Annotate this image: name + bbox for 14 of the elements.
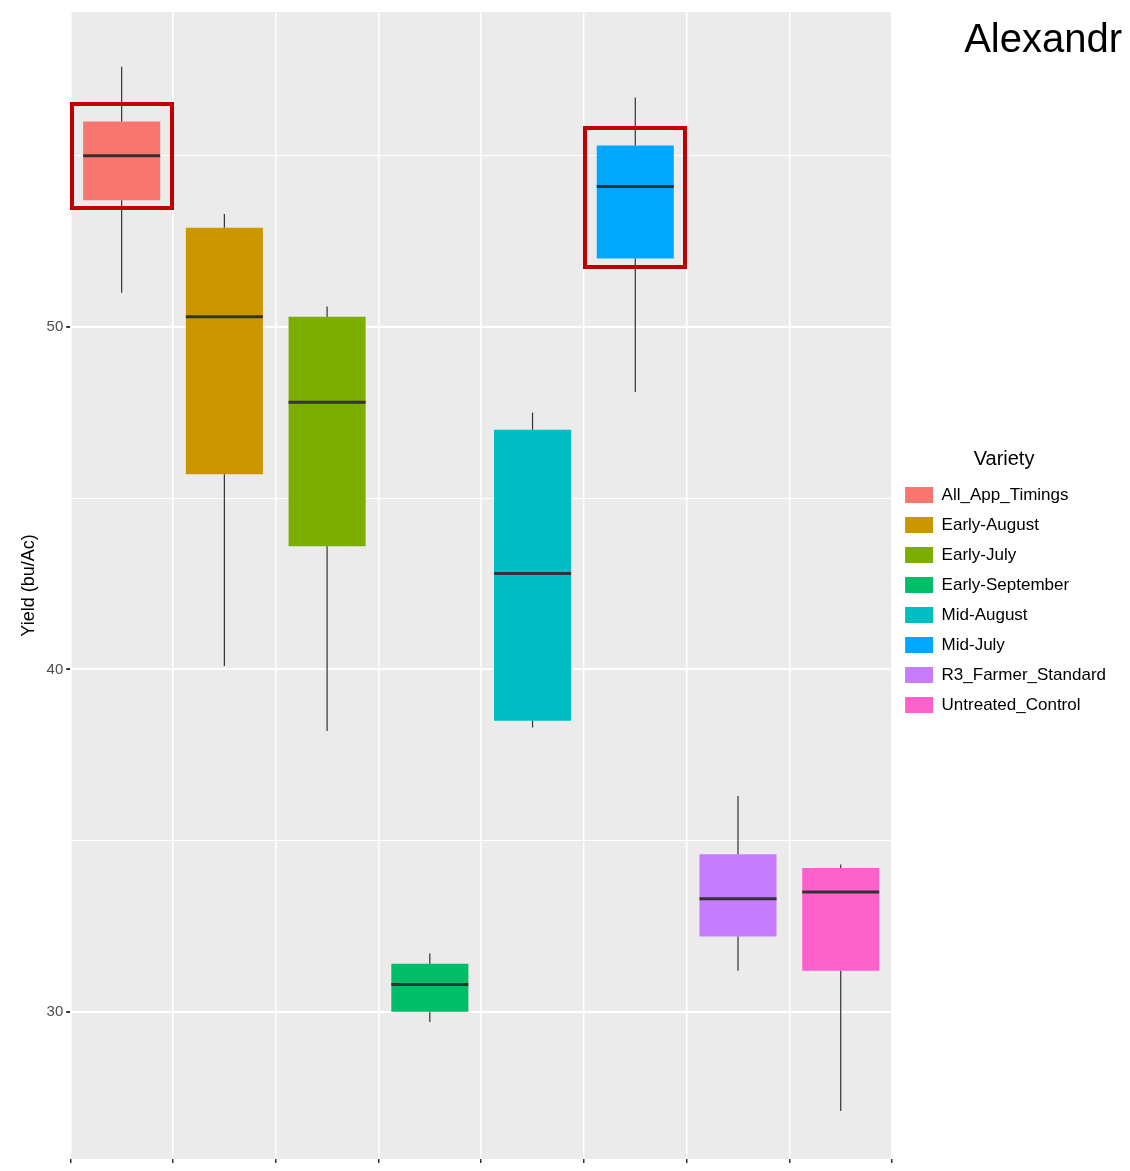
legend-label: Early-September (941, 574, 1070, 594)
y-tick-label: 40 (46, 659, 64, 677)
y-axis-title: Yield (bu/Ac) (17, 534, 38, 637)
text: Alexandr (964, 16, 1122, 61)
legend-title: Variety (973, 447, 1035, 470)
y-tick-label: 30 (46, 1001, 64, 1019)
legend-label: Mid-July (941, 634, 1006, 654)
legend-label: Untreated_Control (941, 694, 1081, 714)
y-tick-label: 50 (46, 317, 64, 335)
legend-label: Early-July (941, 544, 1017, 564)
legend-label: All_App_Timings (941, 484, 1069, 504)
legend-label: R3_Farmer_Standard (941, 664, 1107, 684)
legend-label: Early-August (941, 514, 1040, 534)
legend-label: Mid-August (941, 604, 1028, 624)
